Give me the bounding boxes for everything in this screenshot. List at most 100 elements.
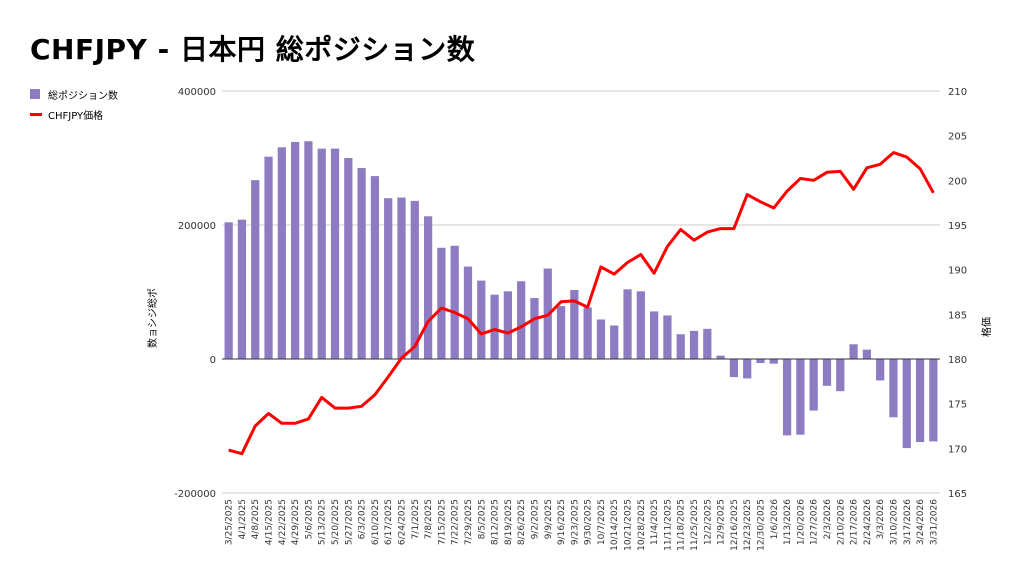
legend-bar-label: 総ポジション数 [48,90,118,102]
bar [450,245,459,359]
bar [251,180,260,359]
right-tick-label: 185 [948,310,967,321]
x-tick-label: 12/2/2025 [703,499,713,545]
x-tick-label: 4/22/2025 [278,499,288,545]
bar [277,147,286,359]
bar [410,200,419,359]
legend-bar-swatch [30,89,40,99]
bar [570,289,579,359]
bar [689,330,699,359]
x-tick-label: 1/13/2026 [783,499,793,545]
x-tick-label: 6/10/2025 [371,499,381,545]
x-tick-label: 1/27/2026 [810,499,820,545]
x-tick-label: 3/10/2026 [889,499,899,545]
x-tick-label: 2/24/2026 [863,499,873,545]
bar [344,158,353,359]
bar [437,247,446,359]
bar [636,291,645,359]
bar [596,319,606,359]
bar [583,307,592,359]
bar [822,359,832,386]
bar [370,176,380,359]
x-tick-label: 3/25/2025 [225,499,235,545]
bar [782,359,792,436]
bar [357,168,366,359]
bar [291,141,300,359]
x-tick-label: 1/6/2026 [770,499,780,540]
x-tick-label: 8/19/2025 [504,499,514,545]
x-tick-label: 3/17/2026 [903,499,913,545]
x-tick-label: 5/27/2025 [344,499,354,545]
bar [929,359,938,442]
left-tick-label: 400000 [178,87,216,98]
x-tick-label: 6/3/2025 [358,499,368,539]
bar [769,359,778,364]
x-tick-label: 9/30/2025 [584,499,594,545]
x-tick-label: 12/23/2025 [743,499,753,551]
right-tick-label: 195 [948,221,967,232]
bar [729,359,739,378]
x-tick-label: 7/29/2025 [464,499,474,545]
x-tick-label: 9/16/2025 [557,499,567,545]
bar [264,156,273,359]
right-tick-label: 180 [948,355,967,366]
bar [224,222,233,359]
right-tick-label: 175 [948,400,967,411]
x-tick-label: 9/9/2025 [544,499,554,539]
right-tick-label: 205 [948,132,967,143]
gridlines [222,90,940,494]
x-tick-label: 7/8/2025 [424,499,434,539]
x-tick-label: 11/4/2025 [650,499,660,545]
bar [610,325,619,359]
x-tick-label: 12/9/2025 [717,499,727,545]
bar [862,349,871,359]
bar [650,311,659,359]
right-tick-label: 200 [948,176,967,187]
x-tick-label: 10/7/2025 [597,499,607,545]
bar [463,266,473,359]
bar [809,359,818,411]
right-tick-label: 210 [948,87,967,98]
bar [849,344,858,359]
x-tick-label: 8/5/2025 [477,499,487,539]
bar [304,141,313,359]
left-tick-label: -200000 [174,489,216,500]
left-tick-label: 200000 [178,221,216,232]
x-tick-label: 4/1/2025 [238,499,248,539]
x-tick-label: 8/12/2025 [491,499,501,545]
bar [756,359,765,364]
x-tick-label: 9/23/2025 [570,499,580,545]
legend-line-label: CHFJPY価格 [48,110,104,122]
x-tick-label: 4/15/2025 [265,499,275,545]
x-tick-label: 7/15/2025 [437,499,447,545]
x-tick-label: 5/6/2025 [304,499,314,539]
bar [676,334,685,359]
right-axis-ticks: 165 170 175 180 185 190 195 200 205 210 [948,87,967,500]
bar [796,359,805,435]
x-tick-label: 10/21/2025 [624,499,634,551]
bar [477,280,486,359]
x-tick-label: 5/13/2025 [318,499,328,545]
right-tick-label: 190 [948,266,967,277]
x-tick-label: 3/3/2026 [876,499,886,540]
x-tick-label: 2/17/2026 [850,499,860,545]
x-tick-label: 12/30/2025 [757,499,767,551]
right-tick-label: 165 [948,489,967,500]
x-tick-label: 8/26/2025 [517,499,527,545]
x-axis-ticks: 3/25/2025 4/1/2025 4/8/2025 4/15/2025 4/22/2… [225,499,940,551]
left-axis-title: 数ョシジ総ポ [146,288,159,348]
x-tick-label: 6/17/2025 [384,499,394,545]
x-tick-label: 2/3/2026 [823,499,833,540]
bar [317,148,326,359]
x-tick-label: 10/14/2025 [610,499,620,551]
bar [915,359,925,443]
x-tick-label: 10/28/2025 [637,499,647,551]
x-tick-label: 5/20/2025 [331,499,341,545]
x-tick-label: 7/1/2025 [411,499,421,539]
bar [623,289,632,359]
x-tick-label: 11/18/2025 [677,499,687,551]
right-tick-label: 170 [948,444,967,455]
bar [836,359,845,392]
legend: 総ポジション数 CHFJPY価格 [30,84,118,124]
